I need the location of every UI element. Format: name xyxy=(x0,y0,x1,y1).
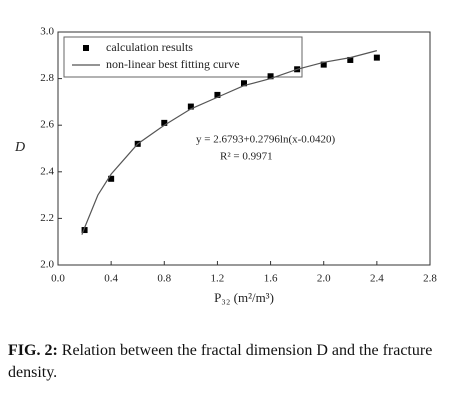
data-point xyxy=(214,91,221,98)
data-point xyxy=(267,73,274,80)
legend-label: calculation results xyxy=(106,40,193,54)
y-tick-label: 2.6 xyxy=(40,119,54,131)
x-tick-label: 2.4 xyxy=(370,273,384,285)
legend-label: non-linear best fitting curve xyxy=(106,57,240,71)
data-point xyxy=(108,175,115,182)
annotation: y = 2.6793+0.2796ln(x-0.0420) xyxy=(196,134,336,146)
x-axis-label: P₃₂ (m²/m³) xyxy=(214,290,274,305)
x-tick-label: 1.2 xyxy=(211,273,225,285)
x-tick-label: 0.8 xyxy=(157,273,171,285)
x-tick-label: 0.0 xyxy=(51,273,65,285)
data-point xyxy=(373,54,380,61)
data-point xyxy=(187,103,194,110)
caption-label: FIG. 2: xyxy=(8,342,58,359)
x-tick-label: 0.4 xyxy=(104,273,118,285)
caption-text: Relation between the fractal dimension D… xyxy=(8,342,433,381)
plot-frame xyxy=(57,31,431,266)
y-tick-label: 2.0 xyxy=(40,259,54,271)
y-axis-label: D xyxy=(14,140,25,155)
fit-curve xyxy=(81,50,378,235)
data-point xyxy=(347,56,354,63)
data-point xyxy=(161,119,168,126)
annotation: R² = 0.9971 xyxy=(220,151,273,163)
legend-box xyxy=(63,36,303,78)
x-tick-label: 2.0 xyxy=(317,273,331,285)
x-tick-label: 2.8 xyxy=(423,273,437,285)
caption: FIG. 2: Relation between the fractal dim… xyxy=(8,340,446,384)
legend-marker xyxy=(83,45,89,51)
data-point xyxy=(320,61,327,68)
y-tick-label: 3.0 xyxy=(40,26,54,38)
y-tick-label: 2.2 xyxy=(40,212,54,224)
data-point xyxy=(241,80,247,87)
y-tick-label: 2.8 xyxy=(40,72,54,84)
data-point xyxy=(81,227,88,234)
chart: D P₃₂ (m²/m³) y = 2.6793+0.2796ln(x-0.04… xyxy=(14,26,437,305)
y-tick-label: 2.4 xyxy=(40,165,54,177)
x-tick-label: 1.6 xyxy=(264,273,278,285)
